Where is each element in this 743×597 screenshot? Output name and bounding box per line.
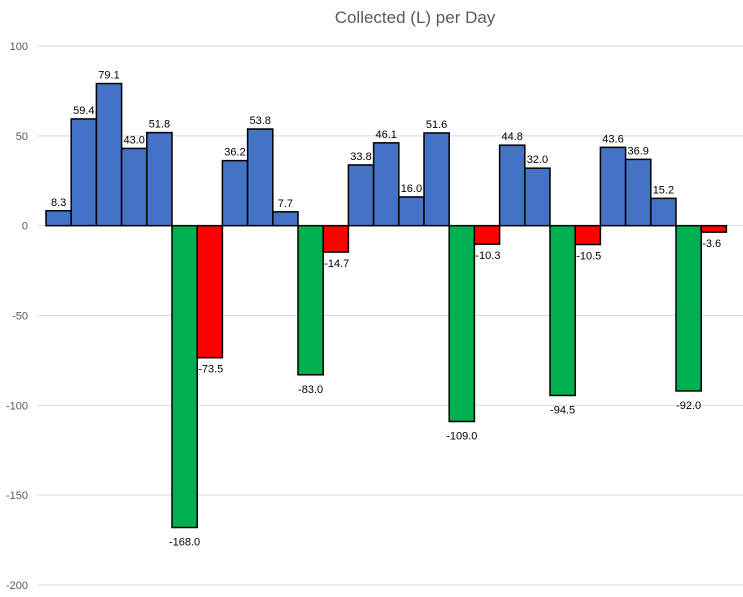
data-label: 15.2 [653,184,674,196]
data-label: 8.3 [51,197,66,209]
bar-blue [398,196,425,227]
chart-title: Collected (L) per Day [334,8,496,27]
bar-blue [272,211,299,227]
data-label: -168.0 [169,537,200,549]
data-label: 32.0 [527,154,548,166]
data-label: 36.9 [627,145,648,157]
data-label: -109.0 [446,431,477,443]
bars [45,82,728,529]
bar-blue [423,132,450,227]
y-tick-label: 100 [10,41,28,53]
bar-blue [347,164,375,227]
bar-blue [120,147,148,227]
data-labels: 8.3 59.4 79.1 43.0 51.8 -168.0 -73.5 36.2 53.8 7.… [51,70,721,549]
bar-blue [221,159,249,227]
y-tick-label: -100 [6,400,28,412]
bar-blue [146,131,173,227]
bar-blue [624,158,652,227]
bar-blue [599,146,627,227]
bar-blue [45,210,72,227]
data-label: -10.5 [576,251,601,263]
gridlines [38,45,743,586]
bar-blue [246,128,274,227]
bar-green [549,224,576,397]
data-label: -10.3 [475,250,500,262]
data-label: 79.1 [98,70,119,82]
bar-red [196,224,224,359]
y-tick-label: -200 [6,580,28,592]
data-label: 16.0 [401,183,422,195]
data-label: -83.0 [298,384,323,396]
bar-red [322,224,350,253]
bar-blue [498,144,526,227]
y-axis-tick-labels: 100 50 0 -50 -100 -150 -200 [6,41,28,592]
bar-red [473,224,501,245]
data-label: 53.8 [249,115,270,127]
data-label: 51.8 [149,119,170,131]
data-label: -94.5 [550,404,575,416]
data-label: -14.7 [324,258,349,270]
bar-red [700,224,728,233]
bar-green [171,224,198,529]
data-label: 36.2 [224,147,245,159]
bar-blue [70,118,98,227]
data-label: 59.4 [73,105,94,117]
bar-blue [524,167,551,227]
data-label: 43.6 [602,133,623,145]
data-label: 51.6 [426,119,447,131]
bar-green [675,224,702,392]
data-label: -3.6 [702,238,721,250]
data-label: 33.8 [350,151,371,163]
y-tick-label: -50 [12,311,28,323]
bar-blue [372,142,400,227]
data-label: -73.5 [198,364,223,376]
data-label: 43.0 [123,134,144,146]
y-tick-label: -150 [6,490,28,502]
data-label: 46.1 [375,129,396,141]
bar-blue [95,82,123,227]
bar-green [448,224,476,423]
y-tick-label: 50 [16,131,28,143]
data-label: 7.7 [278,198,293,210]
bar-blue [650,197,677,227]
bar-green [297,224,324,376]
data-label: 44.8 [501,131,522,143]
data-label: -92.0 [676,400,701,412]
y-tick-label: 0 [22,221,28,233]
bar-red [574,224,602,246]
